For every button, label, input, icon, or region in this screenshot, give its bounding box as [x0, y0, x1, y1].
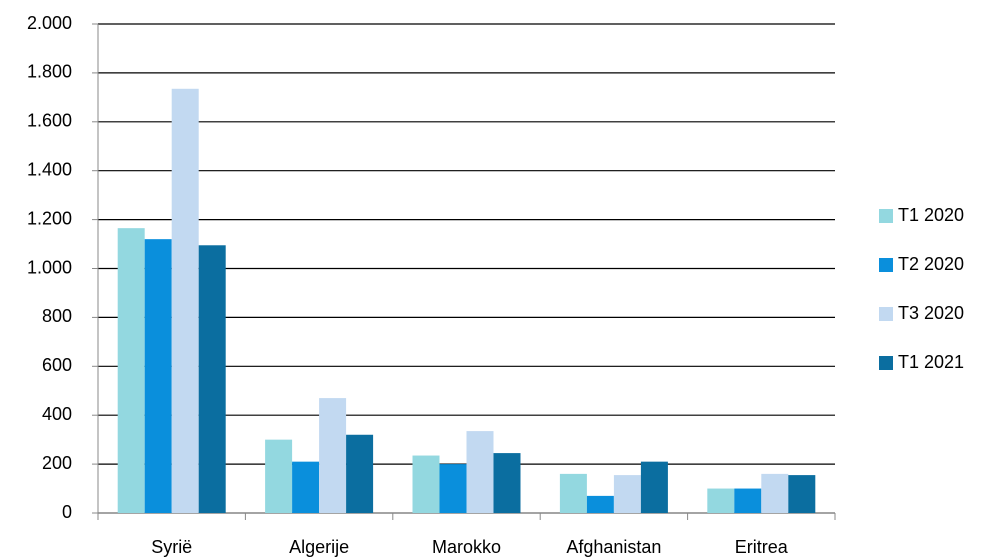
- y-tick-label: 1.200: [27, 208, 72, 228]
- legend-swatch: [879, 307, 893, 321]
- bar: [346, 434, 374, 513]
- bar: [265, 439, 293, 513]
- x-tick-label: Afghanistan: [566, 537, 661, 557]
- y-tick-label: 0: [62, 502, 72, 522]
- y-tick-label: 1.000: [27, 257, 72, 277]
- bar: [412, 455, 440, 513]
- y-tick-label: 1.800: [27, 62, 72, 82]
- bar: [466, 431, 494, 513]
- legend-swatch: [879, 356, 893, 370]
- x-tick-label: Marokko: [432, 537, 501, 557]
- x-tick-label: Eritrea: [735, 537, 789, 557]
- bar: [613, 475, 641, 513]
- bar: [117, 228, 145, 513]
- bar: [559, 473, 587, 513]
- bar: [640, 461, 668, 513]
- y-tick-label: 1.400: [27, 159, 72, 179]
- legend-label: T3 2020: [898, 303, 964, 323]
- y-tick-label: 400: [42, 404, 72, 424]
- y-tick-label: 800: [42, 306, 72, 326]
- legend-label: T2 2020: [898, 254, 964, 274]
- bar: [439, 464, 467, 513]
- bar: [788, 475, 816, 513]
- legend-swatch: [879, 258, 893, 272]
- bar: [707, 488, 735, 513]
- y-tick-label: 200: [42, 453, 72, 473]
- y-tick-label: 2.000: [27, 13, 72, 33]
- bar: [144, 239, 172, 513]
- bar: [171, 88, 199, 513]
- x-tick-label: Algerije: [289, 537, 349, 557]
- bar: [761, 473, 789, 513]
- legend-label: T1 2020: [898, 205, 964, 225]
- bar: [198, 245, 226, 513]
- bar: [292, 461, 320, 513]
- bar: [734, 488, 762, 513]
- bar: [493, 453, 521, 513]
- bar: [319, 398, 347, 513]
- legend-label: T1 2021: [898, 352, 964, 372]
- y-tick-label: 600: [42, 355, 72, 375]
- bar: [586, 495, 614, 513]
- legend-swatch: [879, 209, 893, 223]
- x-tick-label: Syrië: [151, 537, 192, 557]
- y-tick-label: 1.600: [27, 111, 72, 131]
